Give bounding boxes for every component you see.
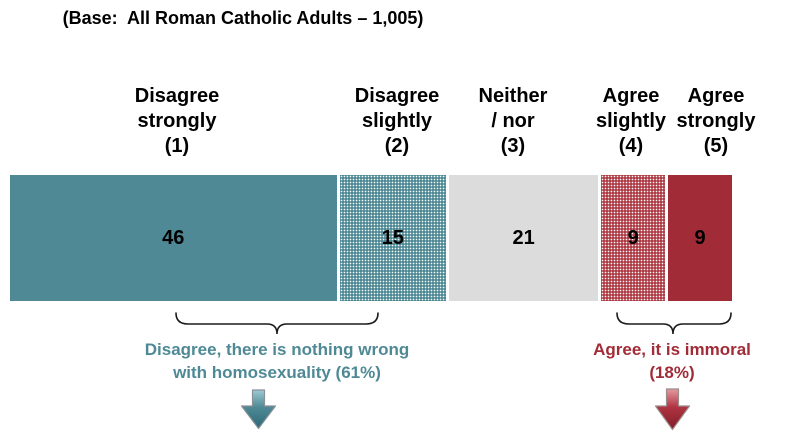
annotation-line: with homosexuality (61%) [173, 363, 381, 382]
scale-label-line: strongly [676, 110, 756, 132]
agree-group-annotation: Agree, it is immoral (18%) [552, 338, 787, 384]
scale-label-disagree-strongly: Disagree strongly (1) [87, 84, 267, 159]
scale-label-line: slightly [595, 110, 666, 132]
scale-label-line: (3) [500, 135, 526, 157]
bar-segment-neither-nor: 21 [449, 175, 599, 301]
brace-left-icon [175, 312, 379, 335]
annotation-line: (18%) [649, 363, 695, 382]
scale-label-line: (5) [703, 135, 729, 157]
scale-label-agree-slightly: Agree slightly (4) [576, 84, 686, 159]
segment-value: 21 [512, 226, 535, 249]
disagree-group-annotation: Disagree, there is nothing wrong with ho… [92, 338, 462, 384]
bar-segment-disagree-slightly: 15 [339, 175, 447, 301]
scale-label-line: Disagree [354, 85, 440, 107]
scale-label-line: (1) [164, 135, 190, 157]
bar-segment-disagree-strongly: 46 [10, 175, 337, 301]
scale-label-line: (2) [384, 135, 410, 157]
scale-label-disagree-slightly: Disagree slightly (2) [307, 84, 487, 159]
chart-title: (Base: All Roman Catholic Adults – 1,005… [62, 8, 424, 28]
scale-label-line: Agree [602, 85, 660, 107]
scale-label-neither-nor: Neither / nor (3) [423, 84, 603, 159]
scale-label-line: strongly [137, 110, 217, 132]
down-arrow-red-icon [654, 388, 691, 431]
scale-label-line: Disagree [134, 85, 220, 107]
segment-value: 9 [694, 226, 706, 249]
segment-value: 15 [381, 226, 404, 249]
bar-segment-agree-slightly: 9 [601, 175, 666, 301]
scale-label-line: Agree [687, 85, 745, 107]
annotation-line: Agree, it is immoral [593, 340, 751, 359]
segment-value: 46 [162, 226, 185, 249]
brace-right-icon [616, 312, 732, 335]
annotation-line: Disagree, there is nothing wrong [144, 340, 410, 359]
bar-segment-agree-strongly: 9 [668, 175, 732, 301]
scale-label-agree-strongly: Agree strongly (5) [660, 84, 772, 159]
stacked-bar: 46 15 21 9 9 [10, 175, 732, 301]
scale-label-line: Neither [478, 85, 548, 107]
scale-label-line: slightly [361, 110, 432, 132]
scale-label-line: (4) [618, 135, 644, 157]
scale-label-line: / nor [491, 110, 535, 132]
down-arrow-teal-icon [240, 389, 277, 430]
segment-value: 9 [627, 226, 639, 249]
